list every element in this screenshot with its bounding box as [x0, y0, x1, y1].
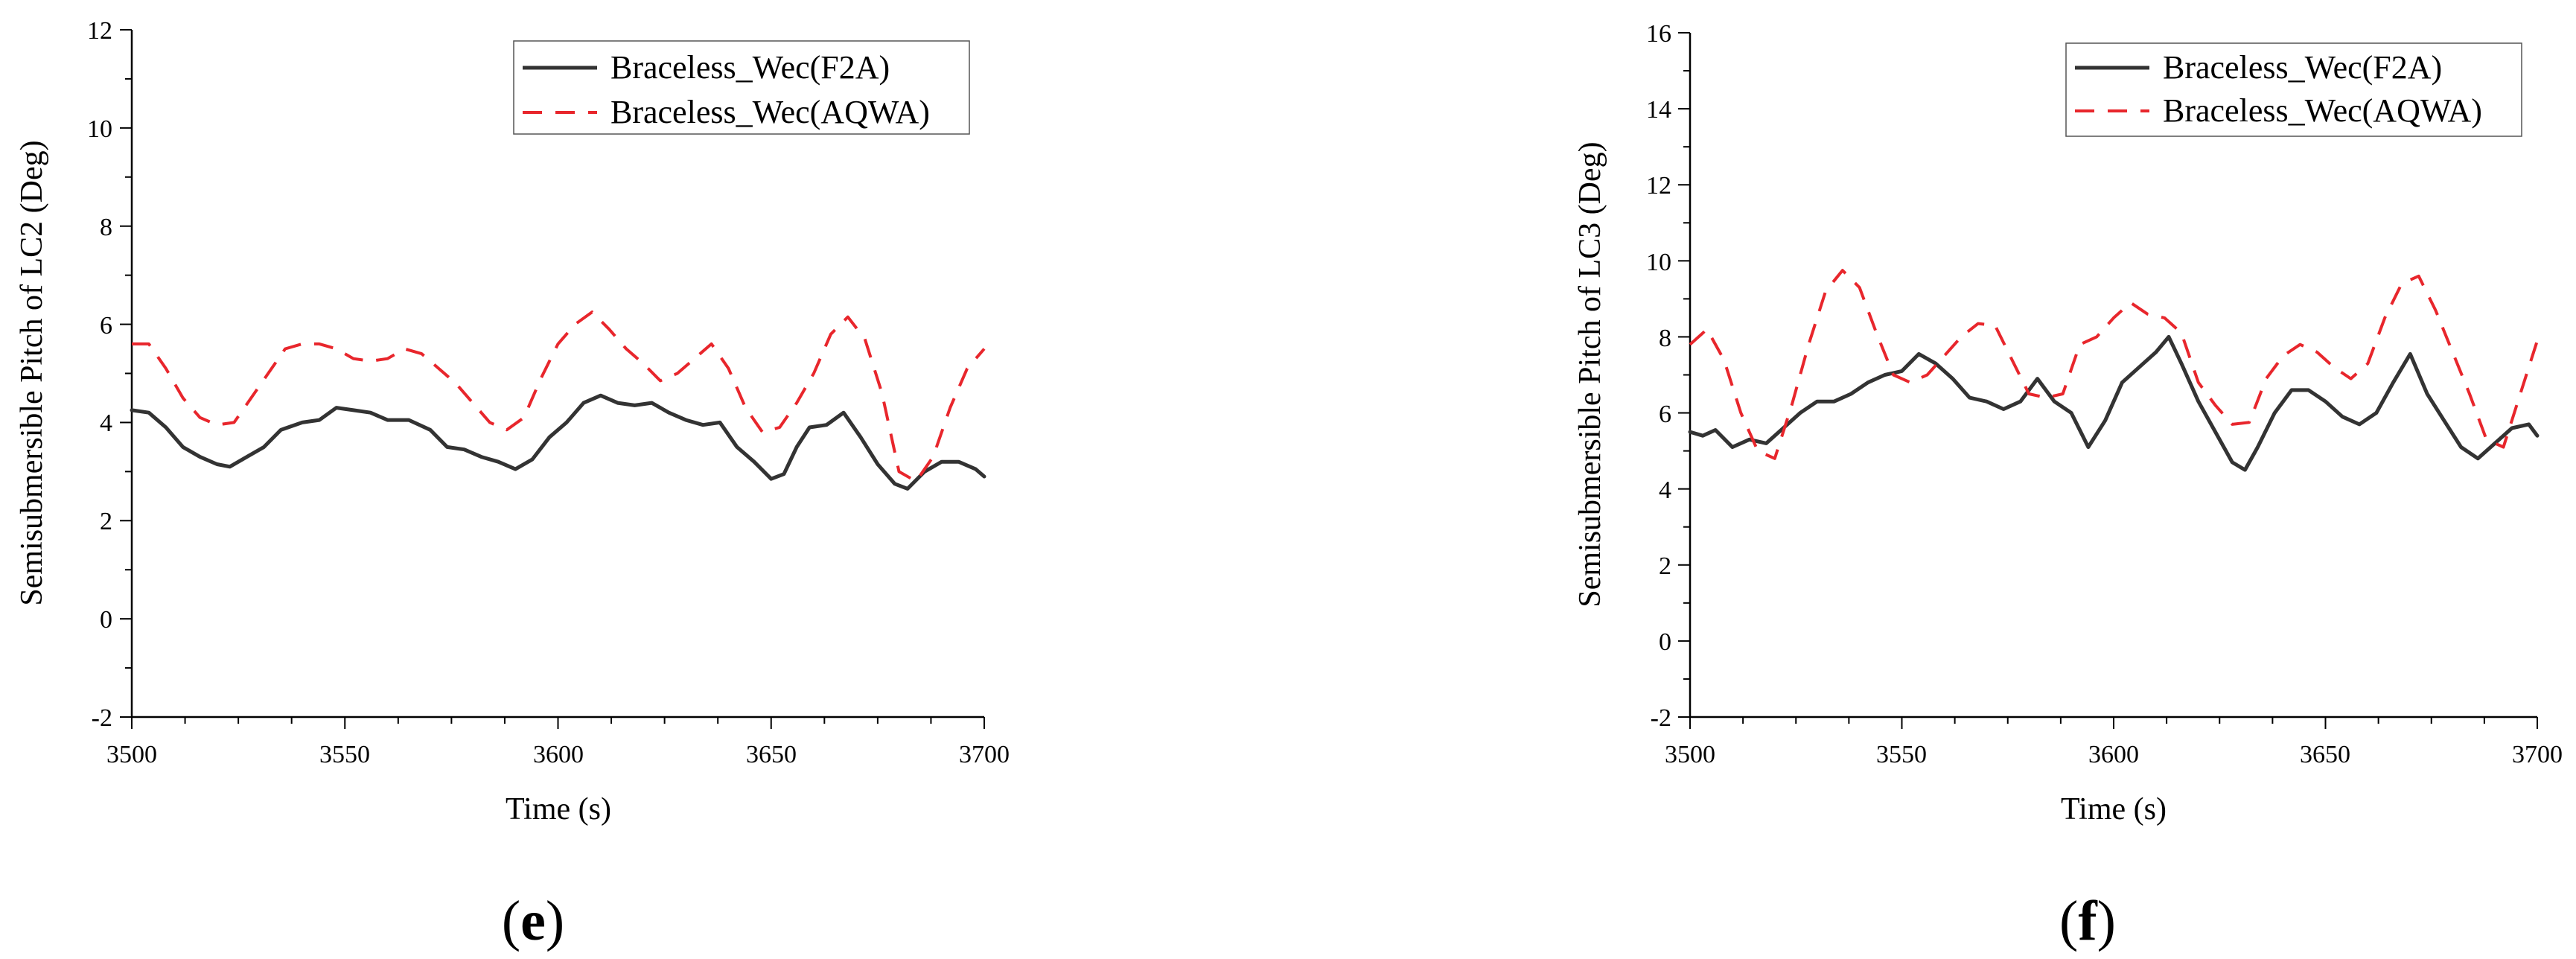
legend-f: Braceless_Wec(F2A) Braceless_Wec(AQWA): [2065, 42, 2522, 137]
legend-label-aqwa: Braceless_Wec(AQWA): [2163, 92, 2482, 129]
series-line-f2a: [1688, 334, 2540, 472]
x-tick-label: 3600: [533, 741, 584, 768]
legend-label-aqwa: Braceless_Wec(AQWA): [610, 94, 930, 130]
x-tick-labels-f: 3500 3550 3600 3650 3700: [1665, 741, 2563, 768]
x-tick-label: 3600: [2088, 741, 2139, 768]
y-axis-title: Semisubmersible Pitch of LC3 (Deg): [1573, 141, 1607, 607]
y-tick-label: 10: [87, 115, 112, 143]
y-tick-labels-f: -2 0 2 4 6 8 10 12 14 16: [1646, 20, 1671, 732]
series-e: [130, 310, 986, 491]
legend-label-f2a: Braceless_Wec(F2A): [610, 49, 890, 86]
x-tick-label: 3500: [1665, 741, 1715, 768]
y-tick-labels-e: -2 0 2 4 6 8 10 12: [87, 17, 112, 732]
y-tick-label: -2: [1651, 704, 1671, 732]
legend-e: Braceless_Wec(F2A) Braceless_Wec(AQWA): [513, 40, 970, 135]
y-tick-label: 6: [1659, 401, 1671, 428]
y-tick-label: 8: [100, 214, 112, 241]
chart-panel-e: 3500 3550 3600 3650 3700 -2 0 2 4 6 8 10…: [15, 17, 1010, 952]
ticks-e: [120, 29, 985, 729]
x-tick-label: 3650: [746, 741, 797, 768]
x-axis-title: Time (s): [2061, 792, 2167, 826]
x-tick-label: 3700: [959, 741, 1010, 768]
chart-panel-f: 3500 3550 3600 3650 3700 -2 0 2 4 6 8 10…: [1573, 20, 2563, 952]
y-tick-label: 12: [1646, 172, 1671, 200]
x-tick-label: 3650: [2300, 741, 2350, 768]
y-tick-label: 4: [100, 410, 112, 437]
y-tick-label: 2: [100, 508, 112, 535]
series-f: [1688, 269, 2540, 472]
y-tick-label: 10: [1646, 249, 1671, 276]
ticks-f: [1678, 32, 2538, 729]
series-line-aqwa: [132, 310, 986, 483]
panel-label-e: (e): [502, 890, 564, 952]
y-tick-label: 8: [1659, 325, 1671, 352]
y-tick-label: 6: [100, 312, 112, 340]
legend-box: [513, 40, 970, 135]
y-tick-label: -2: [92, 704, 112, 732]
y-axis-title: Semisubmersible Pitch of LC2 (Deg): [15, 140, 49, 605]
x-tick-label: 3550: [319, 741, 370, 768]
series-line-f2a: [130, 393, 986, 491]
y-tick-label: 16: [1646, 20, 1671, 48]
panel-label-f: (f): [2059, 890, 2116, 952]
y-tick-label: 12: [87, 17, 112, 45]
x-tick-label: 3700: [2512, 741, 2563, 768]
x-tick-label: 3500: [106, 741, 157, 768]
y-tick-label: 2: [1659, 552, 1671, 580]
y-tick-label: 4: [1659, 477, 1671, 504]
x-tick-labels-e: 3500 3550 3600 3650 3700: [106, 741, 1010, 768]
legend-box: [2065, 42, 2522, 137]
series-line-aqwa: [1689, 269, 2539, 460]
legend-label-f2a: Braceless_Wec(F2A): [2163, 49, 2442, 86]
y-tick-label: 14: [1646, 96, 1671, 124]
x-axis-title: Time (s): [506, 792, 611, 826]
y-tick-label: 0: [100, 606, 112, 634]
y-tick-label: 0: [1659, 628, 1671, 656]
x-tick-label: 3550: [1876, 741, 1927, 768]
